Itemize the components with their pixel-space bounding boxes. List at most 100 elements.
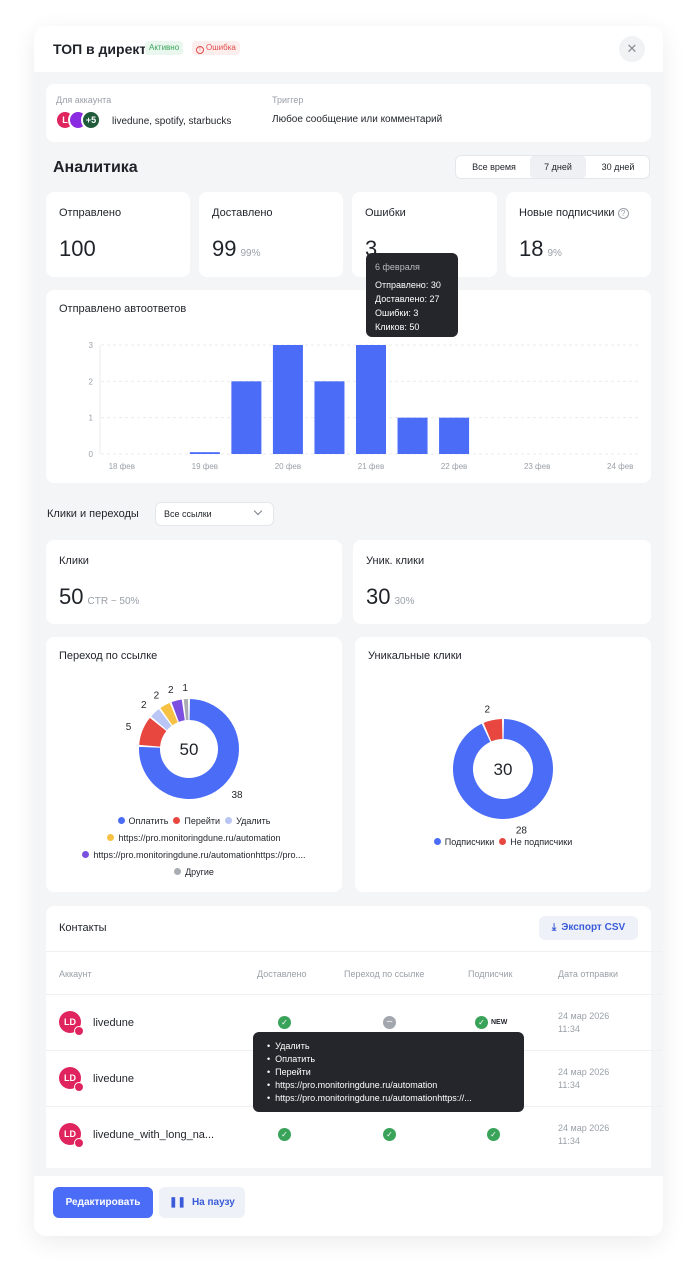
tooltip-line: Ошибки: 3 bbox=[375, 308, 419, 318]
unique-clicks-donut: 28 2 30 bbox=[452, 704, 553, 837]
bar[interactable] bbox=[356, 345, 386, 454]
legend-row: https://pro.monitoringdune.ru/automation bbox=[46, 833, 342, 843]
legend-label: Оплатить bbox=[128, 816, 169, 826]
table-row[interactable]: LD livedune_with_long_na... ✓ ✓ ✓ 24 мар… bbox=[46, 1107, 651, 1162]
instagram-icon bbox=[74, 1082, 84, 1092]
avatar: LD bbox=[59, 1067, 84, 1092]
stat-value-wrap: 100 bbox=[59, 236, 96, 262]
tooltip-item-label: https://pro.monitoringdune.ru/automation bbox=[275, 1080, 438, 1090]
stat-card-unique-clicks: Уник. клики 30 30% bbox=[353, 540, 651, 624]
y-tick-label: 0 bbox=[89, 450, 94, 459]
period-selector: Все время 7 дней 30 дней bbox=[455, 155, 650, 179]
table-row[interactable]: LD livedune 24 мар 2026 11:34 bbox=[46, 1051, 651, 1106]
donut-value-label: 2 bbox=[154, 691, 160, 702]
legend-item: Удалить bbox=[225, 816, 270, 826]
time-value: 11:34 bbox=[558, 1024, 580, 1034]
period-all-time[interactable]: Все время bbox=[472, 162, 516, 172]
close-icon: ✕ bbox=[626, 41, 638, 56]
stat-card-new-subscribers: Новые подписчики? 18 9% bbox=[506, 192, 651, 277]
y-tick-label: 2 bbox=[89, 377, 94, 386]
bar[interactable] bbox=[314, 381, 345, 454]
donut-slice[interactable] bbox=[483, 719, 503, 742]
legend-dot bbox=[433, 838, 441, 845]
stat-value-wrap: 30 30% bbox=[366, 584, 415, 610]
pause-button[interactable]: ❚❚ На паузу bbox=[159, 1187, 245, 1218]
donut-title: Переход по ссылке bbox=[59, 650, 158, 662]
legend-dot bbox=[499, 838, 507, 845]
legend-dot bbox=[107, 834, 115, 841]
donut-slice[interactable] bbox=[183, 699, 189, 721]
pause-label: На паузу bbox=[191, 1197, 235, 1208]
bar-chart-title: Отправлено автоответов bbox=[59, 303, 187, 315]
time-value: 11:34 bbox=[558, 1080, 580, 1090]
contacts-title: Контакты bbox=[59, 922, 107, 934]
instagram-icon bbox=[74, 1026, 84, 1036]
date-value: 24 мар 2026 bbox=[558, 1067, 610, 1077]
stat-value: 30 bbox=[366, 584, 391, 609]
stat-value: 99 bbox=[212, 236, 237, 261]
column-header: Переход по ссылке bbox=[344, 969, 425, 979]
donut-title: Уникальные клики bbox=[368, 650, 462, 662]
legend-row: Оплатить Перейти Удалить bbox=[46, 816, 342, 826]
links-filter-select[interactable]: Все ссылки bbox=[155, 502, 274, 526]
donut-value-label: 38 bbox=[231, 790, 243, 801]
new-badge: NEW bbox=[491, 1019, 508, 1026]
stat-value-wrap: 18 9% bbox=[519, 236, 562, 262]
contacts-card: Контакты ⤓ Экспорт CSV Аккаунт Доставлено… bbox=[46, 906, 663, 1168]
stat-card-sent: Отправлено 100 bbox=[46, 192, 190, 277]
stat-card-delivered: Доставлено 99 99% bbox=[199, 192, 343, 277]
y-tick-label: 3 bbox=[89, 341, 94, 350]
stat-label: Отправлено bbox=[59, 207, 122, 219]
donut-slice[interactable] bbox=[160, 702, 178, 726]
stat-label: Новые подписчики bbox=[519, 207, 615, 219]
x-tick-label: 20 фев bbox=[275, 462, 301, 471]
divider bbox=[46, 951, 663, 952]
close-button[interactable]: ✕ bbox=[619, 36, 645, 62]
period-7-days[interactable]: 7 дней bbox=[530, 156, 586, 178]
bar-chart-tooltip: 6 февраля Отправлено: 30 Доставлено: 27 … bbox=[366, 253, 458, 337]
edit-button[interactable]: Редактировать bbox=[53, 1187, 153, 1218]
link-click-check-icon[interactable]: ✓ bbox=[383, 1128, 396, 1141]
tooltip-item: • https://pro.monitoringdune.ru/automati… bbox=[267, 1080, 438, 1090]
donut-slice[interactable] bbox=[151, 709, 172, 731]
delivered-check-icon: ✓ bbox=[278, 1128, 291, 1141]
y-tick-label: 1 bbox=[89, 414, 94, 423]
tooltip-item: • Оплатить bbox=[267, 1054, 316, 1064]
export-csv-button[interactable]: ⤓ Экспорт CSV bbox=[539, 916, 638, 940]
help-icon[interactable]: ? bbox=[617, 208, 629, 219]
avatar: LD bbox=[59, 1011, 84, 1036]
stat-value: 18 bbox=[519, 236, 544, 261]
legend-dot bbox=[225, 817, 233, 824]
period-30-days[interactable]: 30 дней bbox=[601, 162, 635, 172]
donut-value-label: 2 bbox=[485, 704, 491, 715]
tooltip-item-label: Перейти bbox=[275, 1067, 311, 1077]
divider bbox=[46, 994, 663, 995]
tooltip-item-label: https://pro.monitoringdune.ru/automation… bbox=[275, 1093, 472, 1103]
stat-card-clicks: Клики 50 CTR ~ 50% bbox=[46, 540, 342, 624]
send-date: 24 мар 2026 11:34 bbox=[558, 1122, 609, 1148]
trigger-value: Любое сообщение или комментарий bbox=[272, 114, 443, 125]
instagram-icon bbox=[74, 1138, 84, 1148]
stat-label: Клики bbox=[59, 555, 89, 567]
donut-slice[interactable] bbox=[139, 699, 239, 799]
download-icon: ⤓ bbox=[551, 922, 557, 933]
subscriber-check-icon: ✓ bbox=[487, 1128, 500, 1141]
bar[interactable] bbox=[231, 381, 262, 454]
bar[interactable] bbox=[397, 417, 428, 454]
link-clicks-tooltip: • Удалить • Оплатить • Перейти • https:/… bbox=[253, 1032, 524, 1112]
donut-slice[interactable] bbox=[139, 717, 167, 747]
bar[interactable] bbox=[189, 452, 220, 454]
bar[interactable] bbox=[272, 345, 303, 454]
stat-sub: 99% bbox=[240, 248, 261, 259]
date-value: 24 мар 2026 bbox=[558, 1011, 610, 1021]
bar[interactable] bbox=[439, 417, 470, 454]
tooltip-line: Кликов: 50 bbox=[375, 322, 420, 332]
donut-slice[interactable] bbox=[171, 699, 185, 722]
avatar-initials: LD bbox=[64, 1017, 76, 1027]
legend-item: Не подписчики bbox=[499, 837, 572, 847]
status-badge-error-label: Ошибка bbox=[206, 43, 236, 52]
table-row[interactable]: LD livedune ✓ – ✓ NEW 24 мар 2026 11:34 bbox=[46, 995, 651, 1050]
donut-value-label: 2 bbox=[168, 685, 174, 696]
donut-slice[interactable] bbox=[452, 719, 553, 819]
stat-value-wrap: 50 CTR ~ 50% bbox=[59, 584, 139, 610]
